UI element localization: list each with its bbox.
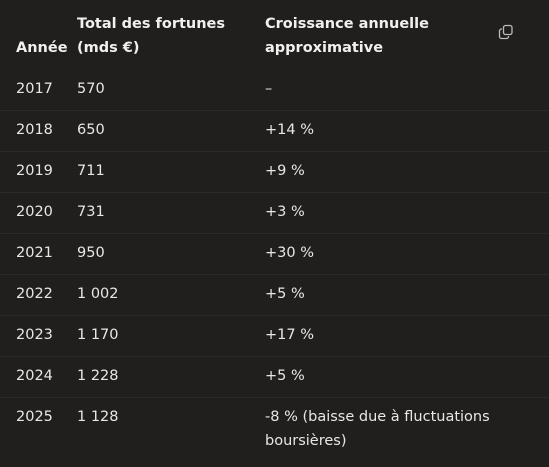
copy-table-button[interactable] <box>498 24 516 42</box>
total-cell: 731 <box>77 204 105 220</box>
growth-cell: +9 % <box>265 163 305 179</box>
growth-cell: +3 % <box>265 204 305 220</box>
year-cell: 2025 <box>16 409 53 425</box>
row-divider <box>0 192 549 193</box>
header-year: Année <box>16 40 68 56</box>
row-divider <box>0 110 549 111</box>
row-divider <box>0 397 549 398</box>
total-cell: 570 <box>77 81 105 97</box>
year-cell: 2018 <box>16 122 53 138</box>
year-cell: 2024 <box>16 368 53 384</box>
copy-icon <box>498 24 513 40</box>
total-cell: 1 128 <box>77 409 119 425</box>
year-cell: 2017 <box>16 81 53 97</box>
growth-cell: -8 % (baisse due à fluctuations boursièr… <box>265 409 490 449</box>
year-cell: 2022 <box>16 286 53 302</box>
growth-cell: +5 % <box>265 368 305 384</box>
total-cell: 650 <box>77 122 105 138</box>
year-cell: 2023 <box>16 327 53 343</box>
growth-cell: +14 % <box>265 122 314 138</box>
year-cell: 2021 <box>16 245 53 261</box>
row-divider <box>0 274 549 275</box>
row-divider <box>0 233 549 234</box>
row-divider <box>0 151 549 152</box>
year-cell: 2019 <box>16 163 53 179</box>
growth-cell: – <box>265 81 273 97</box>
row-divider <box>0 315 549 316</box>
total-cell: 1 170 <box>77 327 119 343</box>
growth-cell: +30 % <box>265 245 314 261</box>
table-header: Année Total des fortunes (mds €) Croissa… <box>0 0 549 72</box>
total-cell: 711 <box>77 163 105 179</box>
total-cell: 1 002 <box>77 286 119 302</box>
data-table: Année Total des fortunes (mds €) Croissa… <box>0 0 549 449</box>
growth-cell: +17 % <box>265 327 314 343</box>
year-cell: 2020 <box>16 204 53 220</box>
row-divider <box>0 356 549 357</box>
total-cell: 950 <box>77 245 105 261</box>
header-total: Total des fortunes (mds €) <box>77 16 226 56</box>
growth-cell: +5 % <box>265 286 305 302</box>
header-growth: Croissance annuelle approximative <box>265 16 429 56</box>
total-cell: 1 228 <box>77 368 119 384</box>
